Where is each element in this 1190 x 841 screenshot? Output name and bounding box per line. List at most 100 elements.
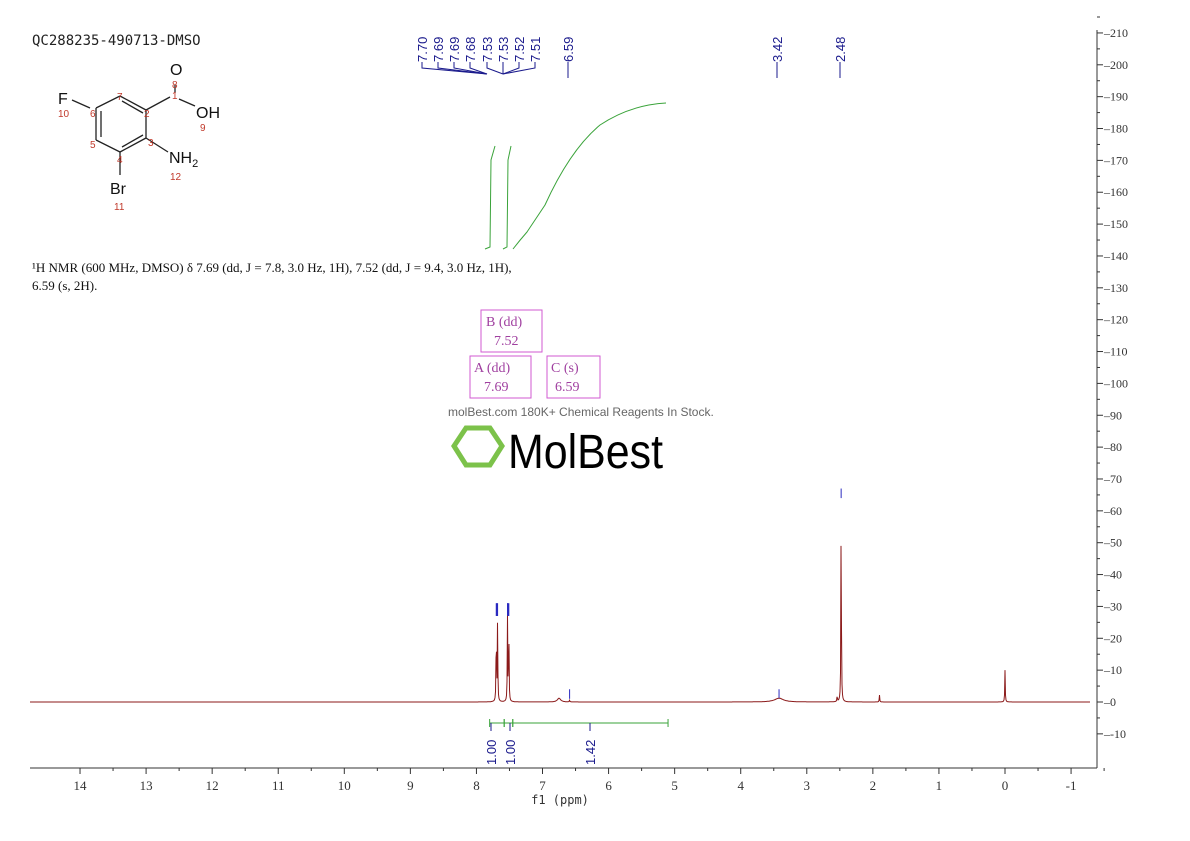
atom-number: 12 [170,172,182,183]
x-tick-label: 8 [473,778,480,793]
atom-number: 3 [148,138,154,149]
peak-label-connector [453,62,488,75]
peak-label: 7.69 [431,37,446,62]
y-tick-label: –190 [1103,90,1128,104]
atom-number: 11 [114,202,125,213]
molecule-structure [71,85,196,175]
x-axis-label: f1 (ppm) [531,793,589,807]
x-tick-label: 12 [206,778,219,793]
y-tick-label: –0 [1103,695,1116,709]
x-tick-label: 1 [936,778,943,793]
y-tick-label: –70 [1103,472,1122,486]
atom-number: 4 [117,155,123,166]
bond [121,134,144,148]
nmr-line-2: 6.59 (s, 2H). [32,278,98,293]
peak-label-connector [437,62,488,75]
peak-label: 7.68 [463,37,478,62]
bond [95,139,121,153]
watermark-tagline: molBest.com 180K+ Chemical Reagents In S… [448,405,714,419]
x-tick-label: 7 [539,778,546,793]
peak-label: 7.70 [415,37,430,62]
atom-number: 10 [58,109,70,120]
integral-curve [484,102,667,250]
bond [119,137,147,153]
peak-label: 2.48 [833,37,848,62]
watermark-brand: MolBest [508,426,663,479]
atom-oh: OH [196,105,220,122]
atom-br: Br [110,181,127,198]
integral-value: 1.42 [583,740,598,765]
peak-label: 7.52 [512,37,527,62]
x-tick-label: -1 [1066,778,1077,793]
y-tick-label: –20 [1103,631,1122,645]
bond [178,98,196,107]
x-tick-label: 9 [407,778,414,793]
nmr-description: ¹H NMR (600 MHz, DMSO) δ 7.69 (dd, J = 7… [32,259,752,295]
spectrum-trace [30,545,1090,703]
molbest-logo-icon [451,425,505,468]
watermark: B (dd) 7.52 A (dd) 7.69 C (s) 6.59 molBe… [448,309,714,479]
x-tick-label: 13 [140,778,153,793]
atom-number: 9 [200,123,206,134]
peak-box-b-label: B (dd) [486,315,523,330]
y-tick-label: –130 [1103,281,1128,295]
y-tick-label: –80 [1103,440,1122,454]
peak-box-a-value: 7.69 [484,380,509,395]
y-tick-label: –140 [1103,249,1128,263]
x-tick-label: 3 [804,778,811,793]
x-tick-label: 11 [272,778,285,793]
y-tick-label: –50 [1103,536,1122,550]
x-tick-label: 10 [338,778,351,793]
atom-number: 1 [172,91,178,102]
peak-box-c [546,355,601,399]
peak-box-c-value: 6.59 [555,380,580,395]
atom-number: 7 [117,92,123,103]
bond [119,95,147,111]
bond [145,96,171,111]
peak-label-connector [421,62,488,75]
y-tick-label: –10 [1103,663,1122,677]
atom-number: 6 [90,109,96,120]
atom-number: 2 [144,109,150,120]
peak-label-connector [486,62,504,75]
integral-value: 1.00 [503,740,518,765]
x-tick-label: 4 [737,778,744,793]
x-tick-label: 5 [671,778,678,793]
peak-label: 7.53 [480,37,495,62]
atom-f: F [58,91,68,108]
peak-label-connector [469,62,488,75]
y-tick-label: –90 [1103,408,1122,422]
y-tick-label: –-10 [1103,727,1126,741]
integral-value: 1.00 [484,740,499,765]
x-tick-label: 6 [605,778,612,793]
atom-nh2: NH2 [169,150,198,170]
peak-label: 3.42 [770,37,785,62]
x-tick-label: 0 [1002,778,1009,793]
y-tick-label: –30 [1103,599,1122,613]
atom-o: O [170,62,182,79]
y-tick-label: –210 [1103,26,1128,40]
bond [145,137,169,153]
bond [95,95,121,109]
peak-box-b [480,309,543,353]
atom-number: 5 [90,140,96,151]
peak-label-connector [502,62,520,75]
peak-box-a [469,355,532,399]
y-tick-label: –150 [1103,217,1128,231]
y-tick-label: –60 [1103,504,1122,518]
y-tick-label: –120 [1103,313,1128,327]
peak-box-c-label: C (s) [551,361,579,376]
atom-number: 8 [172,80,178,91]
y-tick-label: –40 [1103,568,1122,582]
x-tick-label: 14 [74,778,88,793]
peak-label: 6.59 [561,37,576,62]
bond [121,100,144,114]
peak-label-connector [502,62,536,75]
peak-label: 7.51 [528,37,543,62]
x-tick-label: 2 [870,778,877,793]
bond [71,99,91,109]
peak-box-b-value: 7.52 [494,334,519,349]
sample-id: QC288235-490713-DMSO [32,33,201,49]
y-tick-label: –170 [1103,153,1128,167]
y-tick-label: –160 [1103,185,1128,199]
